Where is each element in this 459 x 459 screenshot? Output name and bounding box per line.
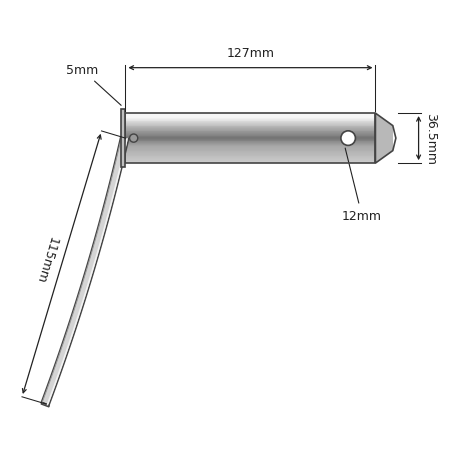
Text: 127mm: 127mm bbox=[226, 47, 274, 61]
Text: 12mm: 12mm bbox=[341, 149, 381, 222]
Circle shape bbox=[340, 132, 355, 146]
Bar bbox=[121, 110, 125, 168]
Text: 115mm: 115mm bbox=[34, 235, 60, 285]
Text: 36.5mm: 36.5mm bbox=[423, 113, 436, 165]
Circle shape bbox=[129, 135, 137, 143]
Polygon shape bbox=[41, 403, 49, 407]
Text: 5mm: 5mm bbox=[66, 64, 121, 106]
Polygon shape bbox=[41, 138, 129, 405]
